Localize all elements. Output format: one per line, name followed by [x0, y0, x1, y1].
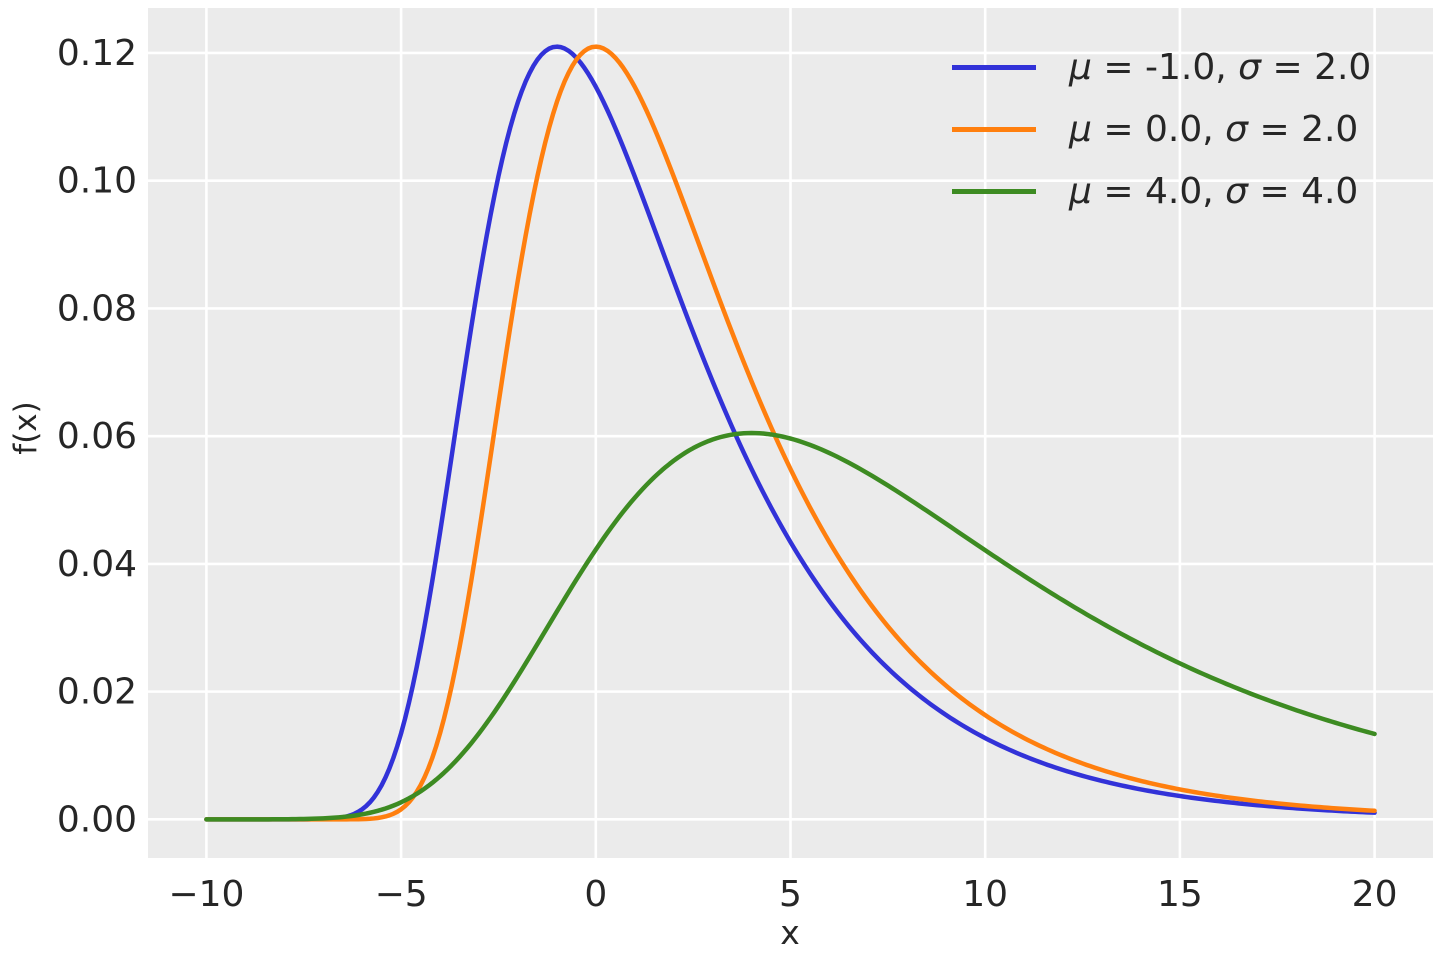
x-tick-label: 5 [779, 874, 802, 915]
legend-line-sample [952, 126, 1036, 132]
pdf-curve-1 [204, 44, 1377, 822]
legend-line-sample [952, 188, 1036, 194]
x-tick-label: 0 [584, 874, 607, 915]
legend: μ = -1.0, σ = 2.0 μ = 0.0, σ = 2.0 μ = 4.0… [952, 36, 1371, 222]
y-tick-label: 0.10 [57, 161, 137, 202]
legend-item: μ = 0.0, σ = 2.0 [952, 98, 1371, 160]
legend-line-sample [952, 64, 1036, 70]
legend-label: μ = 4.0, σ = 4.0 [1069, 170, 1359, 212]
legend-label: μ = -1.0, σ = 2.0 [1069, 46, 1372, 88]
x-tick-label: 20 [1352, 874, 1398, 915]
x-tick-label: −5 [375, 874, 428, 915]
y-tick-label: 0.06 [57, 416, 137, 457]
y-tick-label: 0.00 [57, 799, 137, 840]
x-tick-label: 10 [962, 874, 1008, 915]
y-tick-label: 0.04 [57, 544, 137, 585]
legend-item: μ = -1.0, σ = 2.0 [952, 36, 1371, 98]
y-tick-label: 0.02 [57, 672, 137, 713]
legend-label: μ = 0.0, σ = 2.0 [1069, 108, 1359, 150]
x-tick-label: 15 [1157, 874, 1203, 915]
x-axis-label: x [780, 913, 800, 952]
y-axis-label: f(x) [8, 401, 44, 454]
legend-item: μ = 4.0, σ = 4.0 [952, 160, 1371, 222]
y-tick-label: 0.08 [57, 288, 137, 329]
x-tick-label: −10 [168, 874, 244, 915]
y-tick-label: 0.12 [57, 33, 137, 74]
pdf-curve-0 [204, 44, 1377, 822]
plot-layer: −10 −5 0 5 10 15 20 0.00 0.02 0.04 0.06 0.08 0.10 0.1… [57, 8, 1433, 915]
pdf-curve-2 [204, 430, 1377, 822]
